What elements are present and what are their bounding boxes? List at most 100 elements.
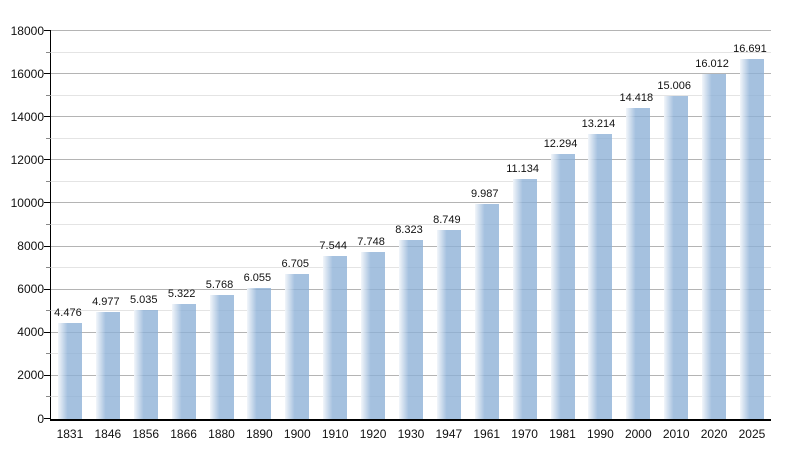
y-axis-label-2000: 2000 <box>17 368 44 383</box>
bar-value-label-1900: 6.705 <box>281 258 310 271</box>
bar-2025 <box>739 59 764 419</box>
y-axis-tick-15000 <box>46 94 51 96</box>
bar-slot-1831: 4.476 1831 <box>51 31 89 441</box>
bar-value-label-1981: 12.294 <box>543 138 578 150</box>
gridline-minor-17000 <box>51 51 771 53</box>
x-axis-label-1990: 1990 <box>587 427 614 441</box>
y-axis-tick-16000 <box>44 73 51 75</box>
bar-1856 <box>133 310 158 419</box>
bar-2000 <box>626 108 651 419</box>
bar-1970 <box>512 179 537 419</box>
bar-slot-1970: 11.134 1970 <box>506 31 544 441</box>
bar-value-label-1910: 7.544 <box>319 240 347 253</box>
y-axis-labels: 0 2000 4000 6000 8000 10000 12000 14000 16000 180… <box>0 24 44 425</box>
bar-slot-2020: 16.012 2020 <box>695 31 733 441</box>
bar-1990 <box>588 134 613 419</box>
bar-value-label-1846: 4.977 <box>92 295 120 308</box>
x-axis-label-2025: 2025 <box>738 427 766 441</box>
x-axis-label-1910: 1910 <box>321 427 349 441</box>
y-axis-tick-17000 <box>46 51 51 53</box>
bar-value-label-2000: 14.418 <box>619 92 654 105</box>
bar-slot-1947: 8.749 1947 <box>430 31 468 441</box>
y-axis-tick-6000 <box>44 288 51 290</box>
bar-value-label-1990: 13.214 <box>581 118 616 131</box>
y-axis-tick-9000 <box>46 224 51 225</box>
bar-slot-2000: 14.418 2000 <box>619 31 657 441</box>
bar-slot-1990: 13.214 1990 <box>581 31 619 441</box>
bar-value-label-1856: 5.035 <box>129 294 158 307</box>
y-axis-label-6000: 6000 <box>17 282 44 297</box>
bar-value-label-1890: 6.055 <box>243 272 272 285</box>
bar-slot-1866: 5.322 1866 <box>165 31 203 441</box>
x-axis-label-1831: 1831 <box>56 427 84 441</box>
y-axis-tick-0 <box>44 418 51 419</box>
bar-slot-1846: 4.977 1846 <box>89 31 127 441</box>
gridline-minor-13000 <box>51 137 771 139</box>
y-axis-tick-11000 <box>46 180 51 182</box>
x-axis-label-1866: 1866 <box>170 427 197 441</box>
y-axis-label-4000: 4000 <box>17 325 44 340</box>
bar-2020 <box>702 73 727 419</box>
x-axis-label-1961: 1961 <box>473 427 501 441</box>
bar-1910 <box>323 256 348 419</box>
x-axis-label-1981: 1981 <box>549 427 576 441</box>
gridline-major-12000 <box>51 159 771 161</box>
bar-value-label-1866: 5.322 <box>167 288 196 301</box>
x-axis-label-1880: 1880 <box>208 427 235 441</box>
y-axis-tick-3000 <box>46 353 51 355</box>
bar-value-label-2020: 16.012 <box>695 57 729 70</box>
bar-value-label-1970: 11.134 <box>506 163 540 176</box>
bar-slot-1890: 6.055 1890 <box>240 31 278 441</box>
y-axis-label-0: 0 <box>37 411 44 426</box>
gridline-major-16000 <box>51 73 771 75</box>
bar-slot-1961: 9.987 1961 <box>468 31 506 441</box>
y-axis-label-12000: 12000 <box>10 152 44 167</box>
bar-slot-1930: 8.323 1930 <box>392 31 430 441</box>
bar-slot-2010: 15.006 2010 <box>657 31 695 441</box>
bar-slot-1910: 7.544 1910 <box>316 31 354 441</box>
bar-slot-1880: 5.768 1880 <box>203 31 241 441</box>
x-axis-label-1947: 1947 <box>435 427 463 441</box>
y-axis-tick-2000 <box>44 374 51 376</box>
y-axis-tick-5000 <box>46 310 51 312</box>
bar-1846 <box>95 311 120 419</box>
bar-1947 <box>436 230 461 419</box>
y-axis-tick-14000 <box>44 116 51 118</box>
bar-slot-2025: 16.691 2025 <box>733 31 771 441</box>
x-axis-label-1846: 1846 <box>94 427 122 441</box>
y-axis-label-10000: 10000 <box>10 195 44 210</box>
bar-1831 <box>57 322 82 419</box>
bar-2010 <box>664 95 689 419</box>
bar-1961 <box>474 203 499 419</box>
y-axis-label-18000: 18000 <box>10 23 44 38</box>
gridline-minor-9000 <box>51 224 771 225</box>
y-axis-tick-1000 <box>46 396 51 398</box>
x-axis-label-1890: 1890 <box>246 427 273 441</box>
bar-value-label-2025: 16.691 <box>733 43 767 56</box>
bar-1930 <box>398 239 423 419</box>
y-axis-tick-12000 <box>44 159 51 161</box>
x-axis-label-1920: 1920 <box>359 427 387 441</box>
gridline-major-14000 <box>51 116 771 118</box>
gridline-major-18000 <box>51 30 771 31</box>
y-axis-label-14000: 14000 <box>10 109 44 124</box>
bar-slot-1981: 12.294 1981 <box>543 31 582 441</box>
bar-value-label-1961: 9.987 <box>470 187 499 200</box>
y-axis-label-16000: 16000 <box>10 66 44 81</box>
bar-slot-1856: 5.035 1856 <box>127 31 165 441</box>
x-axis-label-1900: 1900 <box>283 427 311 441</box>
y-axis-tick-7000 <box>46 267 51 269</box>
y-axis-tick-4000 <box>44 331 51 333</box>
gridline-minor-11000 <box>51 180 771 182</box>
bar-1866 <box>171 304 196 419</box>
bar-slot-1900: 6.705 1900 <box>278 31 316 441</box>
bar-value-label-1920: 7.748 <box>357 236 385 248</box>
bar-value-label-1930: 8.323 <box>395 223 423 236</box>
bar-1920 <box>361 252 386 419</box>
x-axis-label-1970: 1970 <box>511 427 538 441</box>
x-axis-label-1856: 1856 <box>132 427 160 441</box>
bar-slot-1920: 7.748 1920 <box>354 31 392 441</box>
bar-value-label-1831: 4.476 <box>54 306 82 319</box>
bar-1900 <box>285 274 310 419</box>
